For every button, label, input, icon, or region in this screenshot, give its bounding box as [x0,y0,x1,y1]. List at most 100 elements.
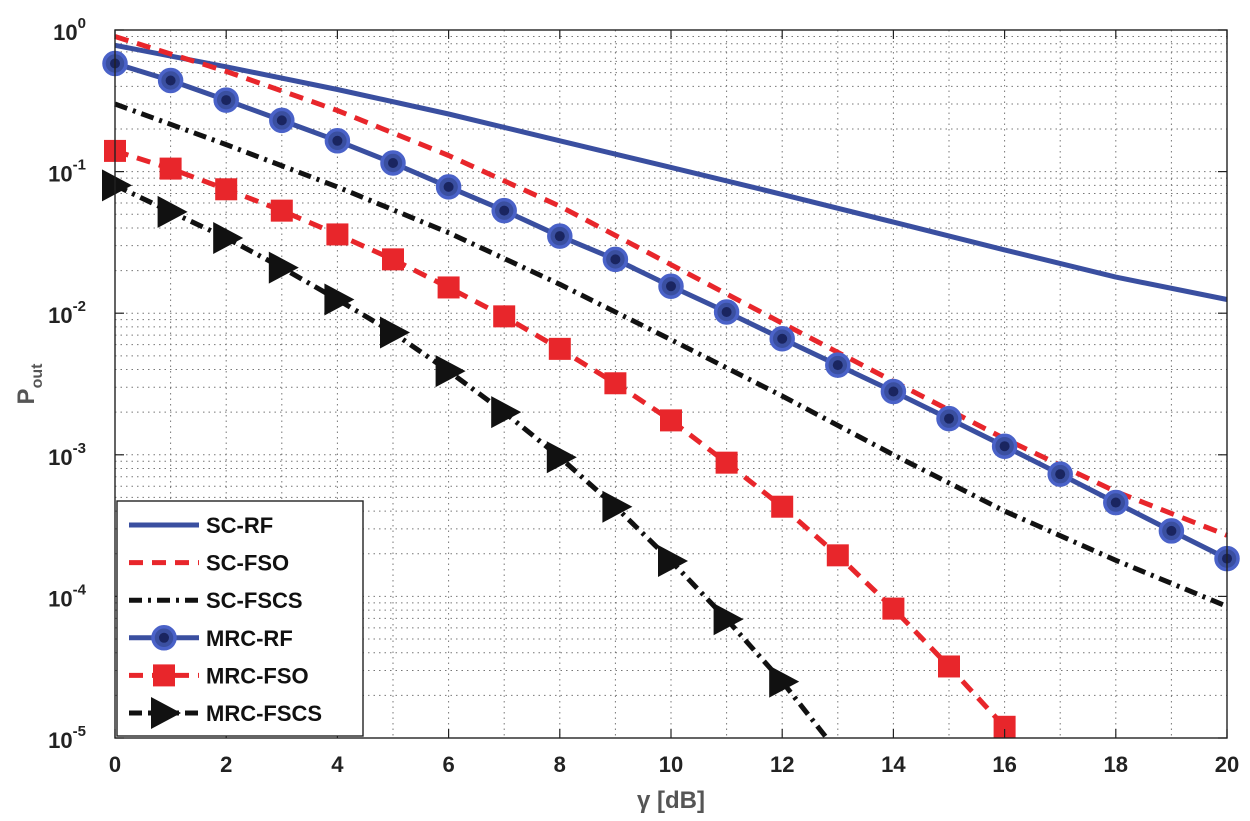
data-point-mrc-rf-core [888,386,899,397]
y-tick-exponent: -5 [73,723,86,740]
data-point-mrc-rf-core [1055,469,1066,480]
y-axis-title: Pout [13,363,46,405]
y-tick-exponent: 0 [78,15,86,32]
data-point-mrc-fso [493,305,516,328]
legend-item-mrc-fscs: MRC-FSCS [129,697,322,729]
legend-label-mrc-fscs: MRC-FSCS [206,701,322,726]
y-tick-base: 10 [53,20,77,45]
data-point-mrc-rf-core [666,281,676,292]
data-point-mrc-fso [771,495,794,518]
data-point-mrc-rf-core [999,441,1010,452]
x-tick-label: 10 [659,752,683,777]
data-point-mrc-fscs [102,169,132,202]
legend-box [116,500,364,737]
legend-item-mrc-rf: MRC-RF [129,625,293,651]
x-tick-label: 0 [109,752,121,777]
series-mrc-rf [102,50,1240,572]
y-axis-title-main: P [13,388,40,404]
data-point-mrc-fso [826,544,849,567]
data-point-mrc-fso [604,372,627,395]
data-point-mrc-rf-core [832,360,843,371]
data-point-mrc-fso [715,451,738,474]
data-point-mrc-rf-core [221,95,232,106]
data-point-mrc-fso [326,223,349,246]
x-axis-title: γ [dB] [637,787,705,814]
y-tick-exponent: -4 [73,581,87,598]
x-tick-label: 4 [331,752,344,777]
y-axis-title-sub: out [29,363,46,389]
legend-label-mrc-fso: MRC-FSO [206,663,309,688]
data-point-mrc-fscs [769,665,800,698]
y-tick-label: 100 [53,15,86,45]
legend-label-sc-fscs: SC-FSCS [206,588,303,613]
x-tick-label: 2 [220,752,232,777]
legend-label-mrc-rf: MRC-RF [206,626,293,651]
y-tick-base: 10 [48,586,72,611]
data-point-mrc-fso [882,597,905,620]
data-point-mrc-rf-core [276,115,287,126]
x-tick-label: 12 [770,752,794,777]
data-point-mrc-rf-core [1166,525,1177,536]
y-tick-base: 10 [48,445,72,470]
data-point-mrc-rf-core [165,75,176,86]
data-point-mrc-rf-core [944,413,954,424]
series-mrc-fscs [102,169,829,740]
data-point-mrc-rf-core [1110,497,1121,508]
series-layer [102,34,1240,740]
data-point-mrc-rf-core [610,254,621,265]
data-point-mrc-fso [159,157,182,180]
series-line-sc-fscs [114,101,1228,609]
data-point-mrc-fscs [491,396,522,429]
x-tick-label: 8 [554,752,566,777]
data-point-mrc-fso [215,178,238,201]
data-point-mrc-fscs [380,316,410,349]
data-point-mrc-fso [660,409,682,432]
data-point-mrc-rf-core [332,135,343,146]
series-line-sc-fso [114,34,1228,538]
data-point-mrc-fso [938,655,960,678]
data-point-mrc-fso [270,199,293,222]
legend-marker-mrc-fso [153,664,175,687]
x-tick-label: 6 [442,752,454,777]
legend-item-mrc-fso: MRC-FSO [129,663,309,688]
series-sc-fscs [114,101,1228,609]
legend: SC-RF SC-FSO SC-FSCS MRC-RF MRC-FSO MRC-FSCS [116,500,364,737]
x-tick-label: 14 [881,752,906,777]
series-sc-rf [114,42,1228,302]
legend-label-sc-fso: SC-FSO [206,551,289,576]
y-tick-exponent: -2 [73,298,86,315]
x-tick-label: 16 [992,752,1016,777]
y-tick-base: 10 [48,728,72,753]
data-point-mrc-fscs [435,355,466,388]
data-point-mrc-fscs [157,195,188,228]
y-tick-label: 10-1 [48,157,86,187]
series-mrc-fso [104,139,1016,738]
legend-item-sc-fso: SC-FSO [129,551,289,576]
legend-marker-mrc-fscs [151,697,181,729]
x-tick-label: 20 [1215,752,1239,777]
legend-label-sc-rf: SC-RF [206,513,273,538]
legend-marker-mrc-rf-core [159,632,169,643]
data-point-mrc-fscs [658,544,688,577]
data-point-mrc-fscs [713,603,744,636]
y-tick-exponent: -1 [73,157,86,174]
series-line-mrc-fscs [113,183,829,740]
data-point-mrc-fscs [546,441,577,474]
data-point-mrc-rf-core [388,158,398,169]
data-point-mrc-fso [382,248,404,271]
data-point-mrc-fso [993,715,1016,738]
y-tick-base: 10 [48,162,72,187]
data-point-mrc-fso [548,337,571,360]
legend-item-sc-fscs: SC-FSCS [129,588,303,613]
data-point-mrc-fscs [602,490,633,523]
data-point-mrc-fscs [213,221,244,254]
data-point-mrc-fscs [324,283,355,316]
y-tick-label: 10-4 [48,581,86,611]
y-tick-label: 10-2 [48,298,86,328]
y-tick-exponent: -3 [73,440,86,457]
data-point-mrc-fso [437,276,460,299]
data-point-mrc-rf-core [499,205,510,216]
data-point-mrc-rf-core [443,181,454,192]
